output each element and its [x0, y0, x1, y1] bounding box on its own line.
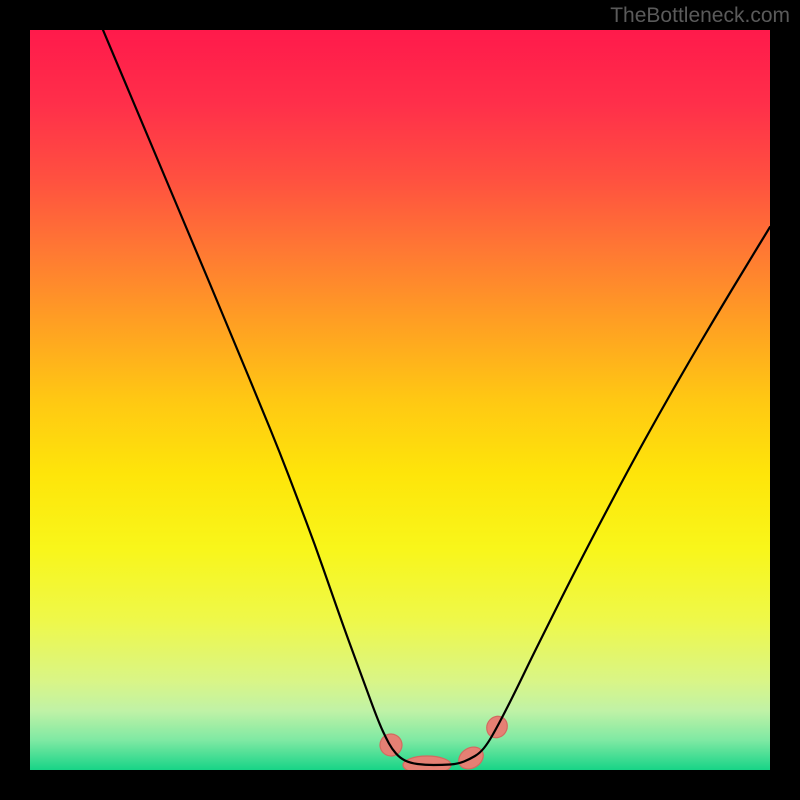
chart-frame: TheBottleneck.com: [0, 0, 800, 800]
bottleneck-curve: [30, 30, 770, 770]
plot-area: [30, 30, 770, 770]
valley-marker: [455, 743, 488, 770]
curve-path: [103, 30, 770, 765]
valley-markers: [376, 712, 511, 770]
watermark-text: TheBottleneck.com: [610, 4, 790, 28]
